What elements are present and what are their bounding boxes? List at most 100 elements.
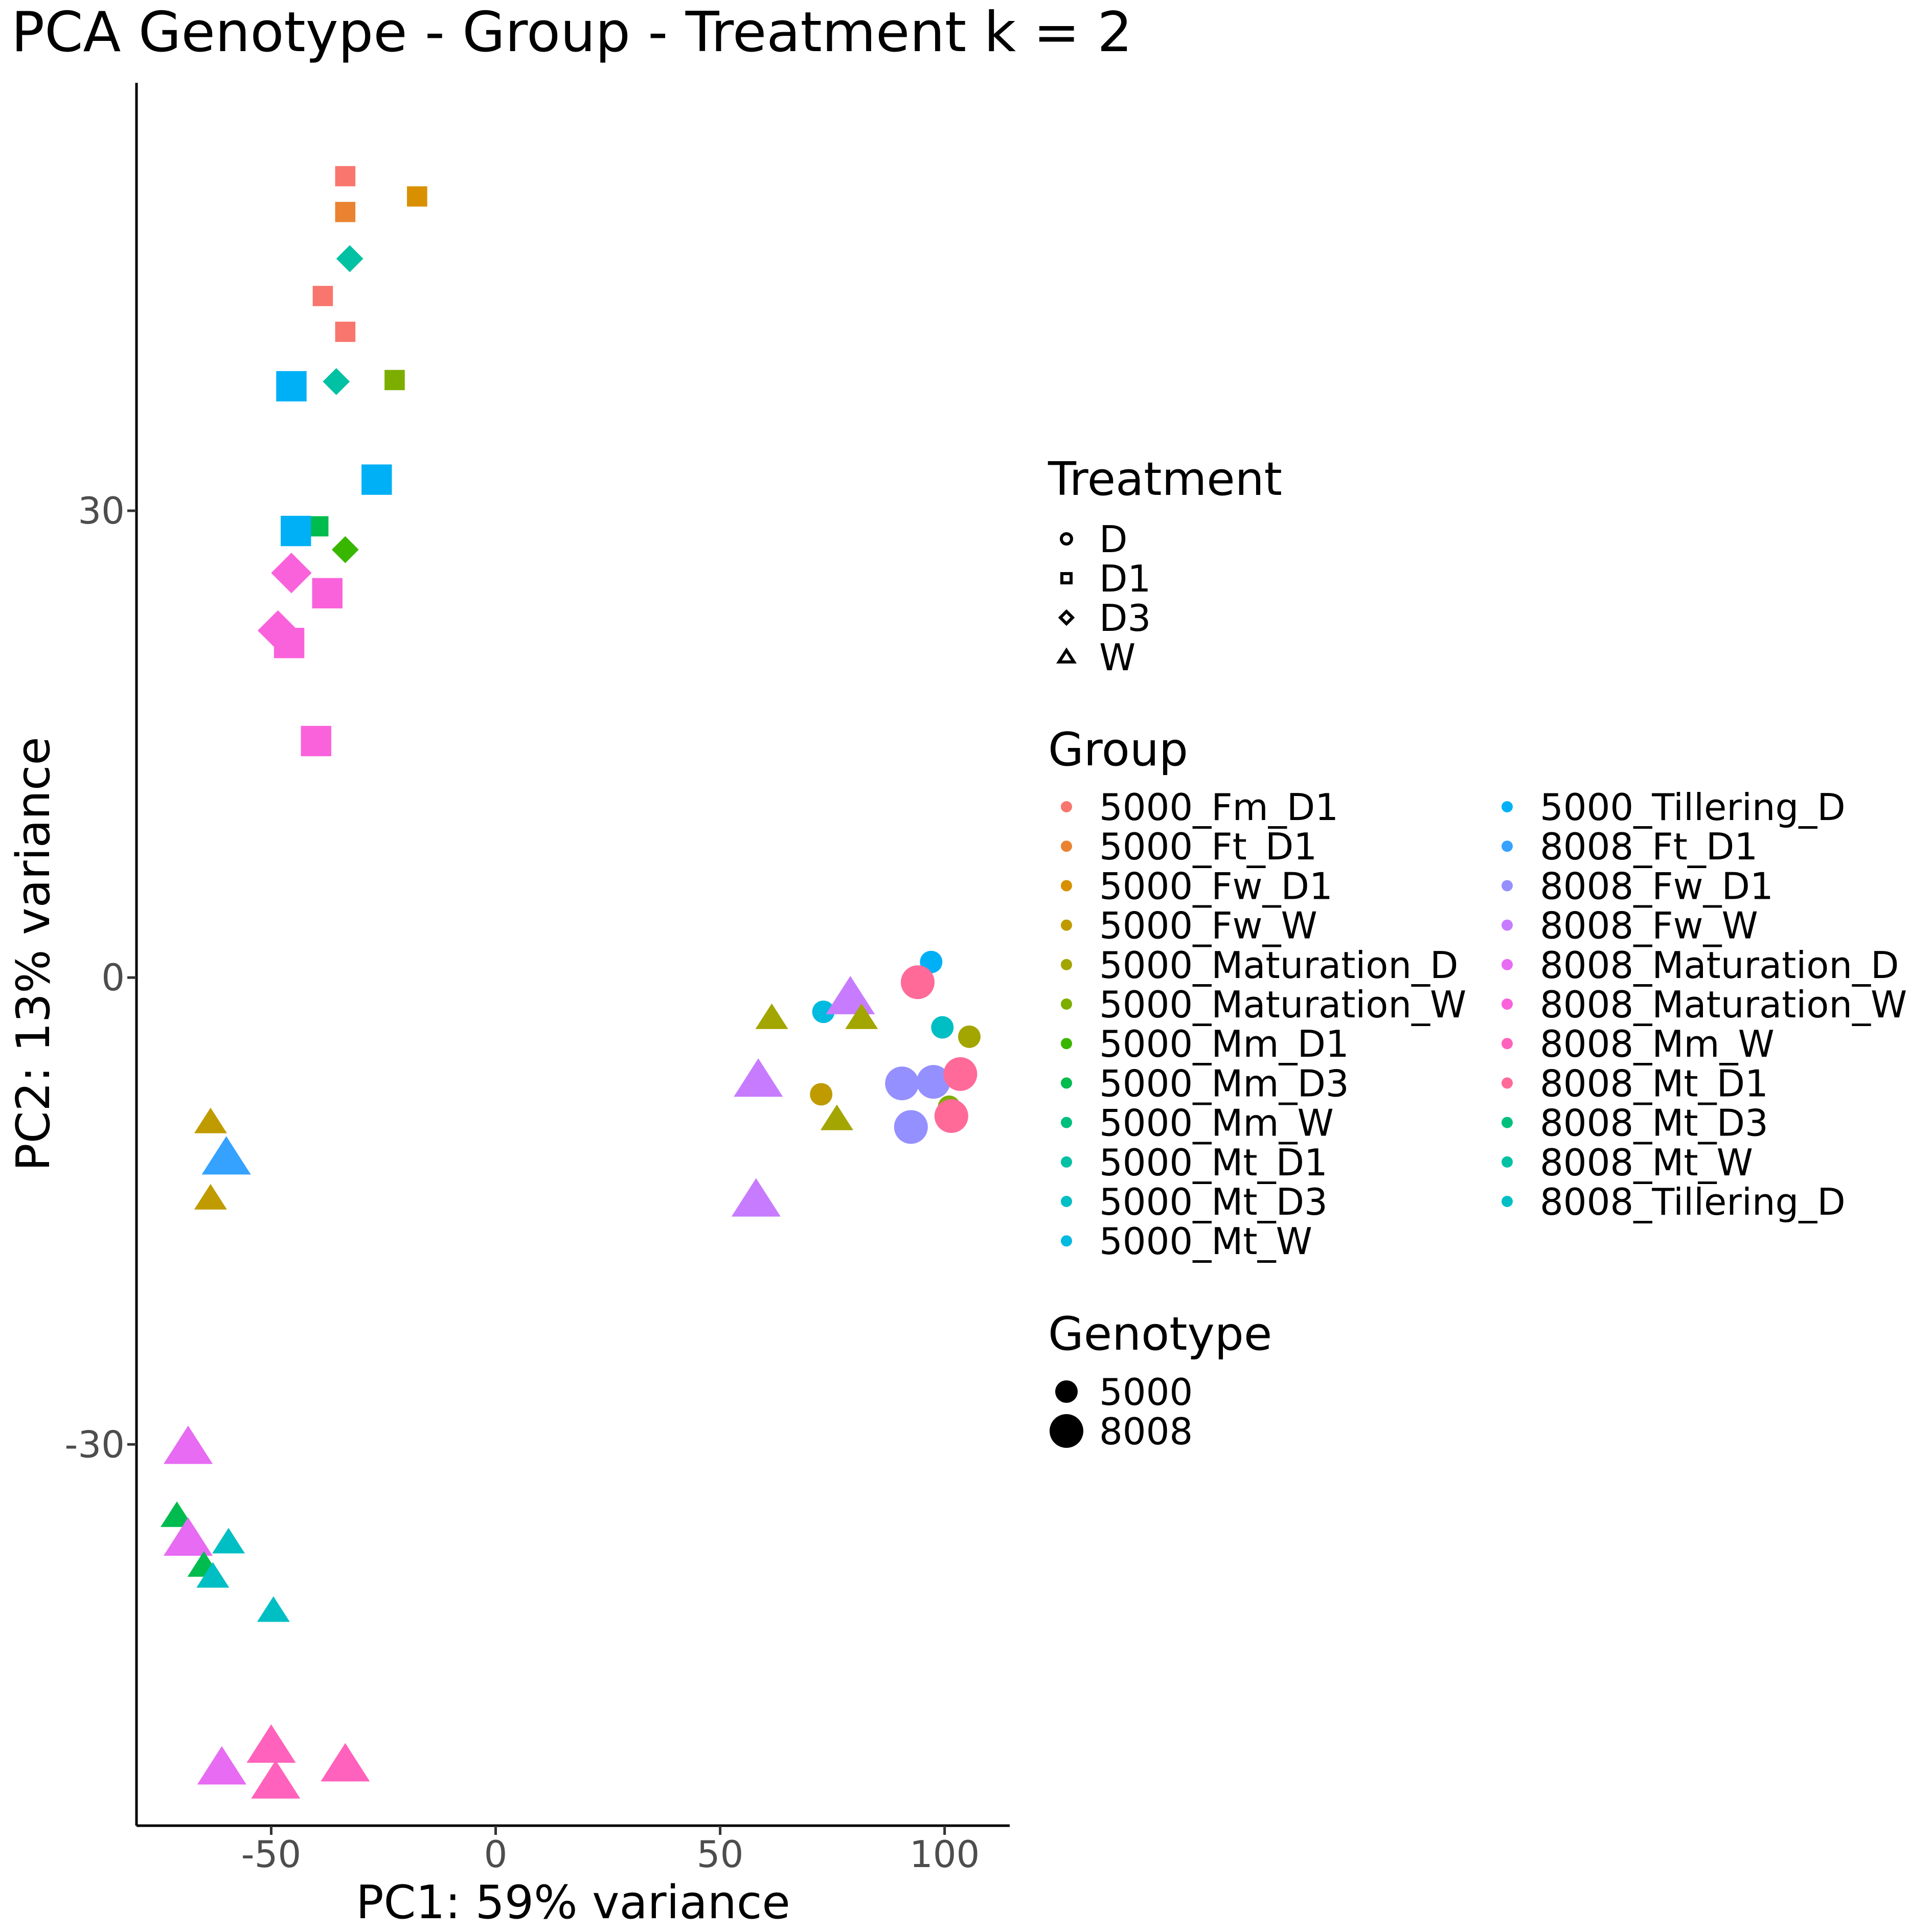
legend-group-label: 8008_Ft_D1: [1540, 825, 1758, 868]
legend-group-key: [1502, 919, 1513, 931]
data-point: [384, 370, 405, 391]
legend-group-key: [1502, 801, 1513, 812]
legend-treatment-title: Treatment: [1048, 452, 1282, 506]
data-point: [308, 516, 329, 537]
data-point: [810, 1083, 833, 1106]
x-tick-label: 0: [484, 1833, 508, 1876]
legend-group-label: 5000_Mt_W: [1099, 1220, 1312, 1263]
data-point: [407, 186, 427, 207]
legend-group-key: [1061, 840, 1072, 852]
data-point: [197, 1746, 246, 1785]
data-point: [812, 1001, 835, 1024]
legend-group-label: 5000_Tillering_D: [1540, 786, 1846, 829]
data-point: [274, 628, 305, 658]
legend-treatment-label: D3: [1099, 597, 1151, 640]
legend-group-label: 5000_Fw_W: [1099, 904, 1317, 947]
legend-group-key: [1502, 1117, 1513, 1128]
data-point: [196, 1562, 230, 1588]
legend-group-key: [1061, 801, 1072, 812]
data-point: [934, 1099, 968, 1133]
data-point: [336, 245, 363, 272]
legend-group-label: 5000_Mt_D3: [1099, 1180, 1328, 1223]
x-axis-label: PC1: 59% variance: [356, 1876, 790, 1929]
x-tick-label: 50: [697, 1833, 744, 1876]
data-point: [335, 201, 356, 222]
legend-treatment-label: D1: [1099, 557, 1151, 600]
legend-group-label: 8008_Maturation_D: [1540, 944, 1899, 987]
axes: [135, 83, 1010, 1827]
data-point: [335, 322, 356, 342]
data-point: [734, 1058, 783, 1097]
legend-group-key: [1502, 1038, 1513, 1050]
data-point: [916, 1065, 950, 1099]
legend-treatment-key: [1060, 532, 1073, 545]
data-point: [194, 1184, 227, 1210]
data-point: [312, 286, 333, 306]
legend-treatment-label: D: [1099, 518, 1127, 561]
legend-group: Group 5000_Fm_D15000_Ft_D15000_Fw_D15000…: [1048, 723, 1907, 1263]
legend-group-label: 5000_Fm_D1: [1099, 786, 1338, 829]
legend-group-label: 8008_Fw_D1: [1540, 865, 1774, 907]
data-point: [331, 536, 359, 563]
legend-group-key: [1502, 998, 1513, 1010]
data-point: [755, 1003, 788, 1029]
legend-treatment-label: W: [1099, 636, 1135, 679]
legend-group-label: 8008_Mt_D1: [1540, 1062, 1768, 1105]
legend-group-label: 8008_Mt_D3: [1540, 1102, 1768, 1145]
y-tick-label: -30: [64, 1423, 125, 1466]
legend-group-key: [1061, 880, 1072, 892]
data-point: [323, 368, 350, 395]
data-point: [212, 1528, 245, 1554]
y-axis-label: PC2: 13% variance: [7, 737, 60, 1171]
data-point: [826, 975, 875, 1014]
data-point: [201, 1136, 251, 1175]
legend-genotype-label: 5000: [1099, 1371, 1193, 1414]
chart-title: PCA Genotype - Group - Treatment k = 2: [11, 1, 1132, 64]
legend-group-label: 5000_Fw_D1: [1099, 865, 1333, 907]
data-point: [321, 1743, 370, 1782]
legend-genotype-key: [1055, 1380, 1078, 1403]
legend-group-key: [1061, 1038, 1072, 1050]
legend-group-key: [1061, 998, 1072, 1010]
legend-group-key: [1061, 1196, 1072, 1207]
x-tick-label: 100: [910, 1833, 980, 1876]
data-point: [163, 1517, 213, 1556]
legend-genotype-key: [1050, 1414, 1083, 1448]
data-point: [194, 1107, 227, 1133]
legend-group-label: 5000_Mm_W: [1099, 1102, 1334, 1145]
legend-treatment-key: [1060, 572, 1073, 584]
y-tick-label: 30: [78, 489, 125, 532]
legend-group-label: 8008_Mt_W: [1540, 1141, 1753, 1184]
legend-group-key: [1502, 1196, 1513, 1207]
data-point: [335, 166, 356, 187]
data-point: [271, 553, 312, 594]
x-ticks: -50 0 50 100: [241, 1826, 980, 1876]
legend-group-key: [1502, 959, 1513, 970]
data-point: [958, 1025, 981, 1048]
legend-treatment-key: [1058, 609, 1075, 626]
legend-group-key: [1061, 1156, 1072, 1168]
data-point: [163, 1425, 213, 1464]
legend-group-label: 5000_Mt_D1: [1099, 1141, 1328, 1184]
data-point: [161, 1501, 194, 1527]
data-point: [931, 1016, 954, 1039]
data-points: [161, 166, 981, 1799]
legend-group-key: [1502, 1156, 1513, 1168]
legend-group-label: 8008_Tillering_D: [1540, 1180, 1846, 1223]
legend-group-key: [1502, 840, 1513, 852]
legend-genotype-title: Genotype: [1048, 1307, 1272, 1361]
data-point: [885, 1066, 919, 1101]
legend-group-key: [1061, 919, 1072, 931]
data-point: [943, 1057, 978, 1091]
legend-group-label: 5000_Mm_D3: [1099, 1062, 1349, 1105]
data-point: [276, 371, 307, 402]
legend-group-key: [1061, 1077, 1072, 1089]
legend-group-label: 5000_Mm_D1: [1099, 1022, 1349, 1065]
legend-group-label: 8008_Fw_W: [1540, 904, 1758, 947]
legend-group-key: [1061, 1235, 1072, 1247]
data-point: [900, 965, 935, 999]
legend-group-label: 5000_Ft_D1: [1099, 825, 1317, 868]
